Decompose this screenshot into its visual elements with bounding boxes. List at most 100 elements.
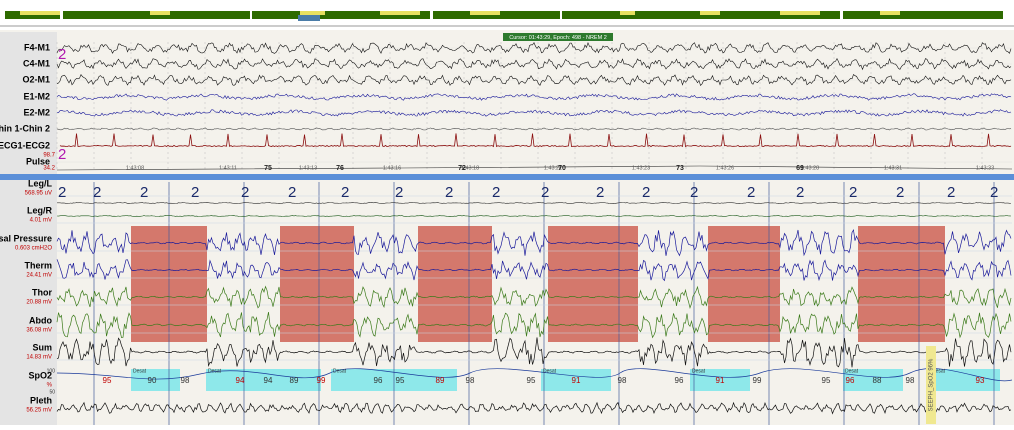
channel-label: ECG1-ECG2 <box>0 140 50 150</box>
time-label: 1:43:11 <box>219 165 237 171</box>
apnea-event[interactable] <box>280 226 354 342</box>
apnea-event[interactable] <box>858 226 945 342</box>
channel-scale: 20.88 mV <box>26 300 52 306</box>
channel-label: Sum <box>32 342 52 352</box>
desat-event[interactable] <box>131 369 180 391</box>
waveform <box>56 401 1012 415</box>
channel-label: O2-M1 <box>22 74 50 84</box>
spo2-value: 89 <box>290 376 299 385</box>
hypnogram-gap <box>840 11 843 19</box>
channel-scale: 98.7 <box>43 153 55 159</box>
spo2-value: 98 <box>618 376 627 385</box>
time-label: 1:43:18 <box>461 165 479 171</box>
stage-marker: 2 <box>896 184 904 201</box>
stage-marker: 2 <box>796 184 804 201</box>
hypnogram-gap <box>430 11 433 19</box>
spo2-trace <box>56 368 1013 382</box>
hypnogram-segment <box>620 11 635 15</box>
spo2-value: 96 <box>675 376 684 385</box>
spo2-value: 91 <box>572 376 581 385</box>
channel-label: Thor <box>32 287 52 297</box>
apnea-event[interactable] <box>708 226 780 342</box>
pulse-value: 76 <box>336 165 344 172</box>
waveform <box>56 312 1012 339</box>
hypnogram-gap <box>560 11 562 19</box>
stage-marker: 2 <box>849 184 857 201</box>
spo2-value: 95 <box>822 376 831 385</box>
spo2-value: 94 <box>264 376 273 385</box>
waveform <box>57 201 1012 204</box>
stage-marker: 2 <box>241 184 249 201</box>
waveform <box>56 41 1012 54</box>
hypnogram-strip[interactable] <box>5 11 1003 19</box>
pulse-value: 69 <box>796 165 804 172</box>
vertical-note: SEEPH_SpO2 96% <box>929 358 935 411</box>
panel-divider[interactable] <box>0 174 1014 180</box>
stage-marker: 2 <box>395 184 403 201</box>
waveform <box>56 57 1012 71</box>
stage-marker: 2 <box>747 184 755 201</box>
pulse-value: 70 <box>558 165 566 172</box>
waveform <box>56 109 1012 117</box>
hypnogram-segment <box>780 11 820 15</box>
pulse-trace <box>56 165 1013 171</box>
stage-marker: 2 <box>140 184 148 201</box>
desat-event[interactable] <box>930 369 1000 391</box>
spo2-value: 95 <box>527 376 536 385</box>
spo2-value: 95 <box>103 376 112 385</box>
spo2-value: 98 <box>906 376 915 385</box>
stage-marker: 2 <box>492 184 500 201</box>
desat-event[interactable] <box>843 369 903 391</box>
channel-scale: % <box>47 383 53 389</box>
stage-marker: 2 <box>58 146 66 163</box>
upper-label-column <box>0 32 57 175</box>
channel-label: SpO2 <box>28 370 52 380</box>
channel-scale: 0.603 cmH2O <box>15 246 52 252</box>
channel-label: C4-M1 <box>23 58 50 68</box>
desat-event[interactable] <box>690 369 750 391</box>
spo2-value: 94 <box>236 376 245 385</box>
desat-event[interactable] <box>206 369 321 391</box>
desat-label: Desat <box>133 368 147 374</box>
channel-scale: 4.01 mV <box>30 218 52 224</box>
stage-marker: 2 <box>947 184 955 201</box>
apnea-event[interactable] <box>548 226 638 342</box>
desat-label: Desat <box>692 368 706 374</box>
channel-label: F4-M1 <box>24 42 50 52</box>
channel-label: E2-M2 <box>23 107 50 117</box>
waveform <box>56 228 1012 257</box>
note-box <box>926 346 936 424</box>
channel-scale: 34.2 <box>43 166 55 172</box>
hypnogram-segment <box>300 11 325 15</box>
hypnogram-segment <box>150 11 170 15</box>
spo2-value: 98 <box>466 376 475 385</box>
channel-label: Pulse <box>26 156 50 166</box>
hypnogram-segment <box>880 11 900 15</box>
waveform <box>56 73 1012 86</box>
channel-scale: 24.41 mV <box>26 273 52 279</box>
apnea-event[interactable] <box>418 226 492 342</box>
desat-label: Desat <box>932 368 946 374</box>
channel-label: Nasal Pressure <box>0 233 52 243</box>
waveform <box>56 337 1012 368</box>
spo2-value: 89 <box>436 376 445 385</box>
waveform <box>56 93 1012 101</box>
lower-label-column <box>0 180 57 425</box>
stage-marker: 2 <box>191 184 199 201</box>
time-label: 1:43:08 <box>126 165 144 171</box>
pulse-value: 73 <box>676 165 684 172</box>
desat-label: Desat <box>845 368 859 374</box>
stage-marker: 2 <box>93 184 101 201</box>
cursor-info: Cursor: 01:43:29, Epoch: 498 - NREM 2 <box>509 35 607 41</box>
spo2-value: 95 <box>396 376 405 385</box>
channel-label: Chin 1-Chin 2 <box>0 123 50 133</box>
stage-marker: 2 <box>642 184 650 201</box>
hypnogram-gap <box>60 11 63 19</box>
desat-label: Desat <box>543 368 557 374</box>
time-label: 1:43:28 <box>801 165 819 171</box>
spo2-scale: 100 <box>47 368 56 374</box>
channel-label: Leg/L <box>28 178 53 188</box>
hypnogram-segment <box>470 11 500 15</box>
time-label: 1:43:26 <box>716 165 734 171</box>
